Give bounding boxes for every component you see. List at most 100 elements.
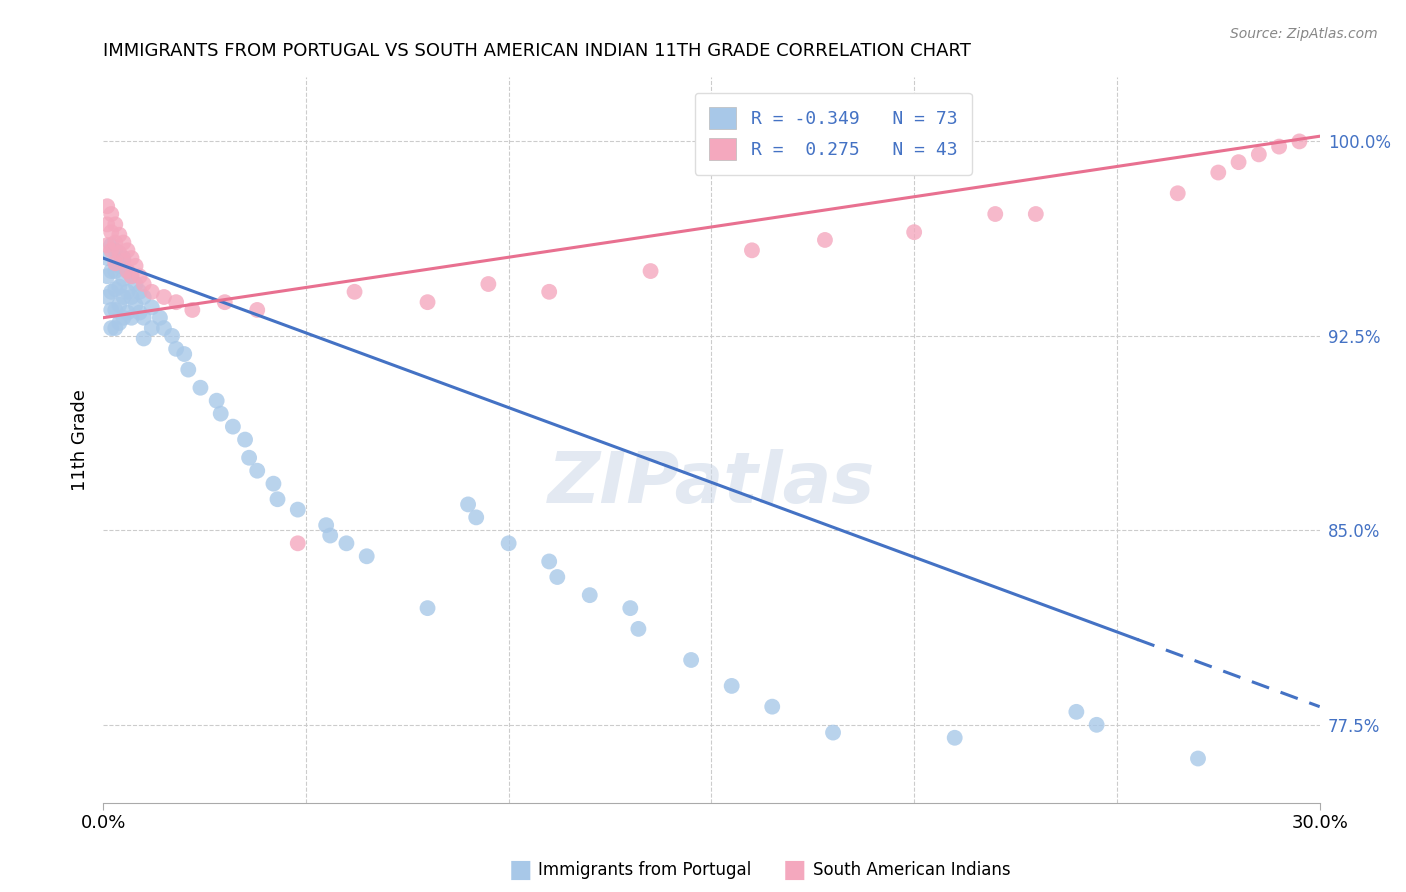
Point <box>96 251 118 265</box>
Point <box>104 256 127 270</box>
Point <box>112 272 135 286</box>
Point <box>104 218 127 232</box>
Point <box>112 253 135 268</box>
Point <box>720 679 742 693</box>
Point <box>416 295 439 310</box>
Point <box>100 244 122 258</box>
Point <box>100 302 122 317</box>
Point <box>121 269 143 284</box>
Point <box>160 329 183 343</box>
Point <box>465 510 488 524</box>
Point <box>335 536 357 550</box>
Point <box>246 302 269 317</box>
Point <box>356 549 378 564</box>
Point <box>100 264 122 278</box>
Point <box>108 246 131 260</box>
Point <box>177 362 200 376</box>
Point <box>108 298 131 312</box>
Point <box>117 244 139 258</box>
Point <box>132 277 155 291</box>
Point <box>238 450 260 465</box>
Text: ■: ■ <box>783 858 806 881</box>
Point <box>984 207 1007 221</box>
Point <box>165 342 187 356</box>
Point <box>1187 751 1209 765</box>
Point <box>165 295 187 310</box>
Point <box>112 251 135 265</box>
Point <box>128 269 150 284</box>
Point <box>108 279 131 293</box>
Point <box>457 497 479 511</box>
Point <box>538 554 561 568</box>
Point <box>141 321 163 335</box>
Text: Immigrants from Portugal: Immigrants from Portugal <box>538 861 752 879</box>
Point <box>1268 139 1291 153</box>
Point <box>1066 705 1088 719</box>
Point <box>190 381 212 395</box>
Point <box>627 622 650 636</box>
Point <box>343 285 366 299</box>
Point <box>814 233 837 247</box>
Point <box>96 269 118 284</box>
Point <box>96 290 118 304</box>
Point <box>287 536 309 550</box>
Point <box>498 536 520 550</box>
Point <box>100 207 122 221</box>
Point <box>141 285 163 299</box>
Text: Source: ZipAtlas.com: Source: ZipAtlas.com <box>1230 27 1378 41</box>
Point <box>124 259 146 273</box>
Point <box>96 238 118 252</box>
Point <box>153 321 176 335</box>
Point <box>1085 718 1108 732</box>
Point <box>96 199 118 213</box>
Point <box>121 290 143 304</box>
Point <box>1025 207 1047 221</box>
Point <box>149 310 172 325</box>
Point <box>100 285 122 299</box>
Point <box>121 269 143 284</box>
Point <box>128 285 150 299</box>
Point <box>315 518 337 533</box>
Point <box>477 277 499 291</box>
Point <box>173 347 195 361</box>
Point <box>104 282 127 296</box>
Point <box>124 277 146 291</box>
Point <box>205 393 228 408</box>
Point <box>1288 135 1310 149</box>
Point <box>112 310 135 325</box>
Point <box>246 464 269 478</box>
Point <box>153 290 176 304</box>
Point <box>741 244 763 258</box>
Point <box>640 264 662 278</box>
Text: ZIPatlas: ZIPatlas <box>548 449 875 517</box>
Point <box>681 653 703 667</box>
Point <box>181 302 204 317</box>
Point <box>112 290 135 304</box>
Point <box>214 295 236 310</box>
Point <box>132 331 155 345</box>
Point <box>121 310 143 325</box>
Point <box>100 225 122 239</box>
Point <box>287 502 309 516</box>
Legend: R = -0.349   N = 73, R =  0.275   N = 43: R = -0.349 N = 73, R = 0.275 N = 43 <box>695 93 972 175</box>
Point <box>104 235 127 250</box>
Point <box>112 235 135 250</box>
Text: IMMIGRANTS FROM PORTUGAL VS SOUTH AMERICAN INDIAN 11TH GRADE CORRELATION CHART: IMMIGRANTS FROM PORTUGAL VS SOUTH AMERIC… <box>103 42 972 60</box>
Point <box>1167 186 1189 201</box>
Point <box>100 238 122 252</box>
Point <box>619 601 641 615</box>
Point <box>117 285 139 299</box>
Point <box>319 528 342 542</box>
Point <box>104 264 127 278</box>
Text: South American Indians: South American Indians <box>813 861 1011 879</box>
Point <box>132 310 155 325</box>
Point <box>546 570 568 584</box>
Point <box>209 407 232 421</box>
Point <box>1206 165 1229 179</box>
Point <box>108 227 131 242</box>
Point <box>124 298 146 312</box>
Point <box>903 225 925 239</box>
Point <box>117 264 139 278</box>
Point <box>132 290 155 304</box>
Point <box>1227 155 1250 169</box>
